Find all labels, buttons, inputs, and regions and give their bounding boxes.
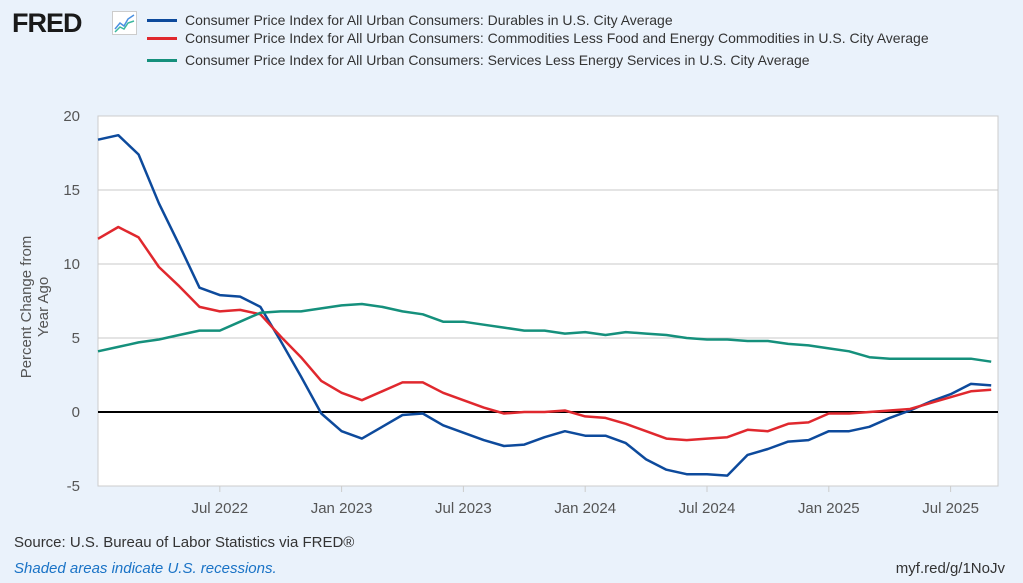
x-tick-label: Jul 2022 xyxy=(191,500,248,517)
x-tick-label: Jan 2024 xyxy=(554,500,616,517)
legend-swatch xyxy=(147,59,177,62)
y-tick-label: 5 xyxy=(72,330,80,347)
x-tick-label: Jan 2023 xyxy=(311,500,373,517)
legend-label: Consumer Price Index for All Urban Consu… xyxy=(185,30,929,46)
series-line-2 xyxy=(97,302,992,363)
legend-item-services[interactable]: Consumer Price Index for All Urban Consu… xyxy=(147,52,1007,68)
fred-logo[interactable]: FRED xyxy=(12,8,82,38)
plot-area xyxy=(97,115,999,487)
y-tick-label: 20 xyxy=(63,108,80,125)
short-link[interactable]: myf.red/g/1NoJv xyxy=(895,560,1005,577)
x-tick-label: Jan 2025 xyxy=(798,500,860,517)
x-tick-label: Jul 2025 xyxy=(922,500,979,517)
y-axis-label: Percent Change from Year Ago xyxy=(18,235,52,379)
line-chart-icon xyxy=(112,11,137,35)
y-tick-label: -5 xyxy=(67,478,80,495)
x-tick-label: Jul 2023 xyxy=(435,500,492,517)
source-text: Source: U.S. Bureau of Labor Statistics … xyxy=(14,534,355,551)
y-tick-label: 15 xyxy=(63,182,80,199)
series-line-1 xyxy=(97,225,992,442)
y-tick-label: 10 xyxy=(63,256,80,273)
recession-note: Shaded areas indicate U.S. recessions. xyxy=(14,560,277,577)
legend-swatch xyxy=(147,19,177,22)
legend-swatch xyxy=(147,37,177,40)
legend-label: Consumer Price Index for All Urban Consu… xyxy=(185,12,673,28)
x-tick-label: Jul 2024 xyxy=(679,500,736,517)
legend-item-commodities[interactable]: Consumer Price Index for All Urban Consu… xyxy=(147,30,1007,46)
y-tick-label: 0 xyxy=(72,404,80,421)
legend-label: Consumer Price Index for All Urban Consu… xyxy=(185,52,810,68)
legend-item-durables[interactable]: Consumer Price Index for All Urban Consu… xyxy=(147,12,1007,28)
series-line-0 xyxy=(97,133,992,477)
legend: Consumer Price Index for All Urban Consu… xyxy=(147,12,1007,70)
